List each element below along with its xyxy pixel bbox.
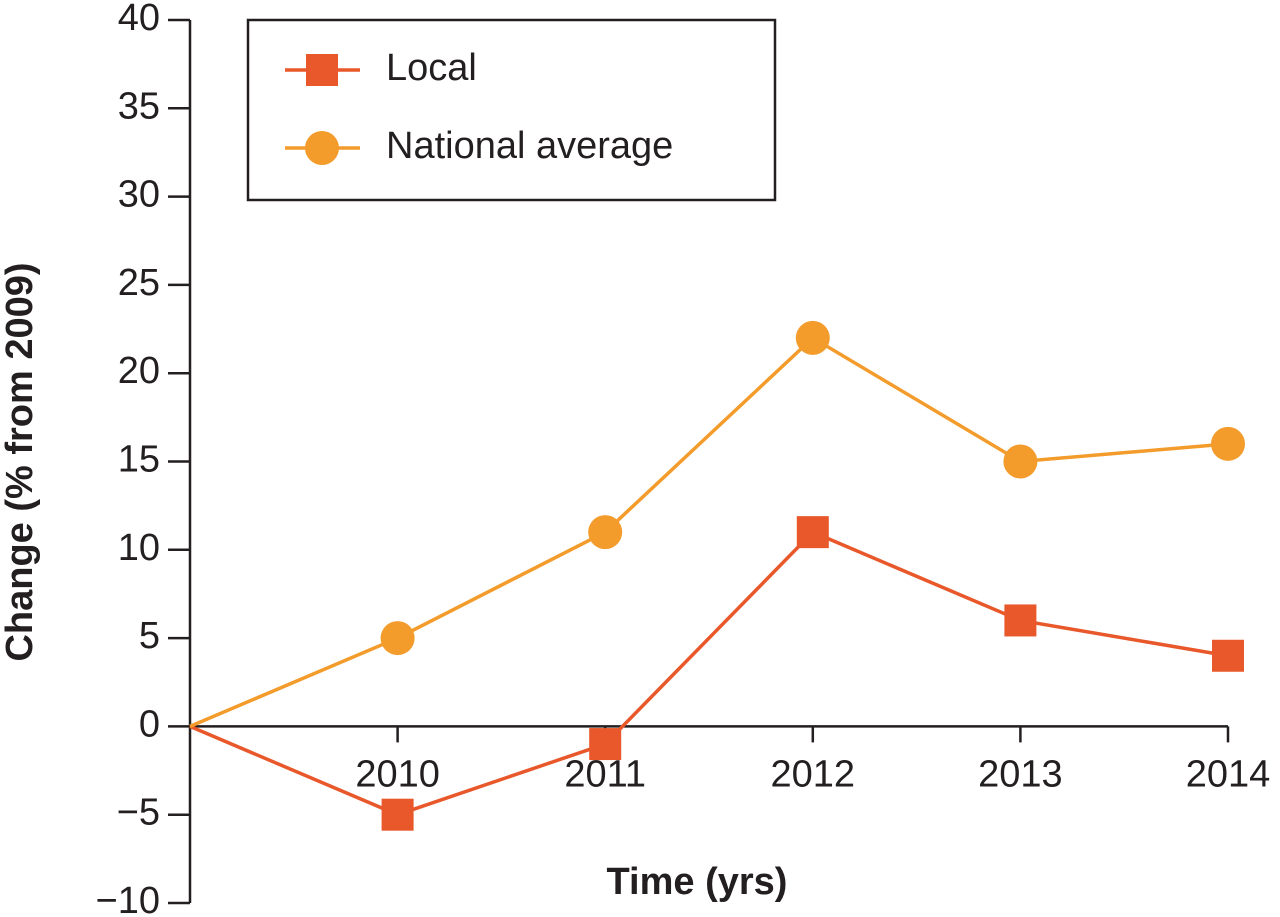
x-tick-label: 2010 xyxy=(355,753,440,795)
legend-marker xyxy=(305,131,339,165)
data-point xyxy=(380,621,415,656)
y-tick-label: 20 xyxy=(118,350,160,392)
x-tick-label: 2011 xyxy=(564,753,646,795)
data-point xyxy=(796,516,829,549)
x-tick-label: 2014 xyxy=(1186,753,1271,795)
legend-marker xyxy=(306,54,338,86)
data-point xyxy=(381,798,414,831)
data-point xyxy=(1212,639,1244,672)
data-point xyxy=(795,320,830,355)
data-point xyxy=(1003,444,1038,479)
y-tick-label: 10 xyxy=(118,527,160,569)
x-axis-label: Time (yrs) xyxy=(607,861,788,903)
data-point xyxy=(1211,426,1245,461)
y-tick-label: 25 xyxy=(118,262,160,304)
legend-label: Local xyxy=(386,47,477,89)
legend-box xyxy=(246,18,777,202)
series-line xyxy=(189,335,1229,729)
x-tick-label: 2013 xyxy=(978,753,1063,795)
y-tick-label: 5 xyxy=(139,615,160,657)
legend-label: National average xyxy=(386,125,673,167)
y-tick-label: 0 xyxy=(139,703,160,745)
y-axis-label: Change (% from 2009) xyxy=(0,262,41,661)
y-tick-label: −10 xyxy=(96,880,160,917)
data-point xyxy=(589,728,622,761)
series-line xyxy=(189,530,1229,817)
y-tick-label: 35 xyxy=(118,85,160,127)
y-tick-label: −5 xyxy=(117,792,160,834)
data-point xyxy=(1004,604,1037,637)
y-tick-label: 15 xyxy=(118,439,160,481)
x-tick-label: 2012 xyxy=(771,753,856,795)
data-point xyxy=(588,515,623,550)
y-tick-label: 40 xyxy=(118,0,160,39)
y-tick-label: 30 xyxy=(118,174,160,216)
